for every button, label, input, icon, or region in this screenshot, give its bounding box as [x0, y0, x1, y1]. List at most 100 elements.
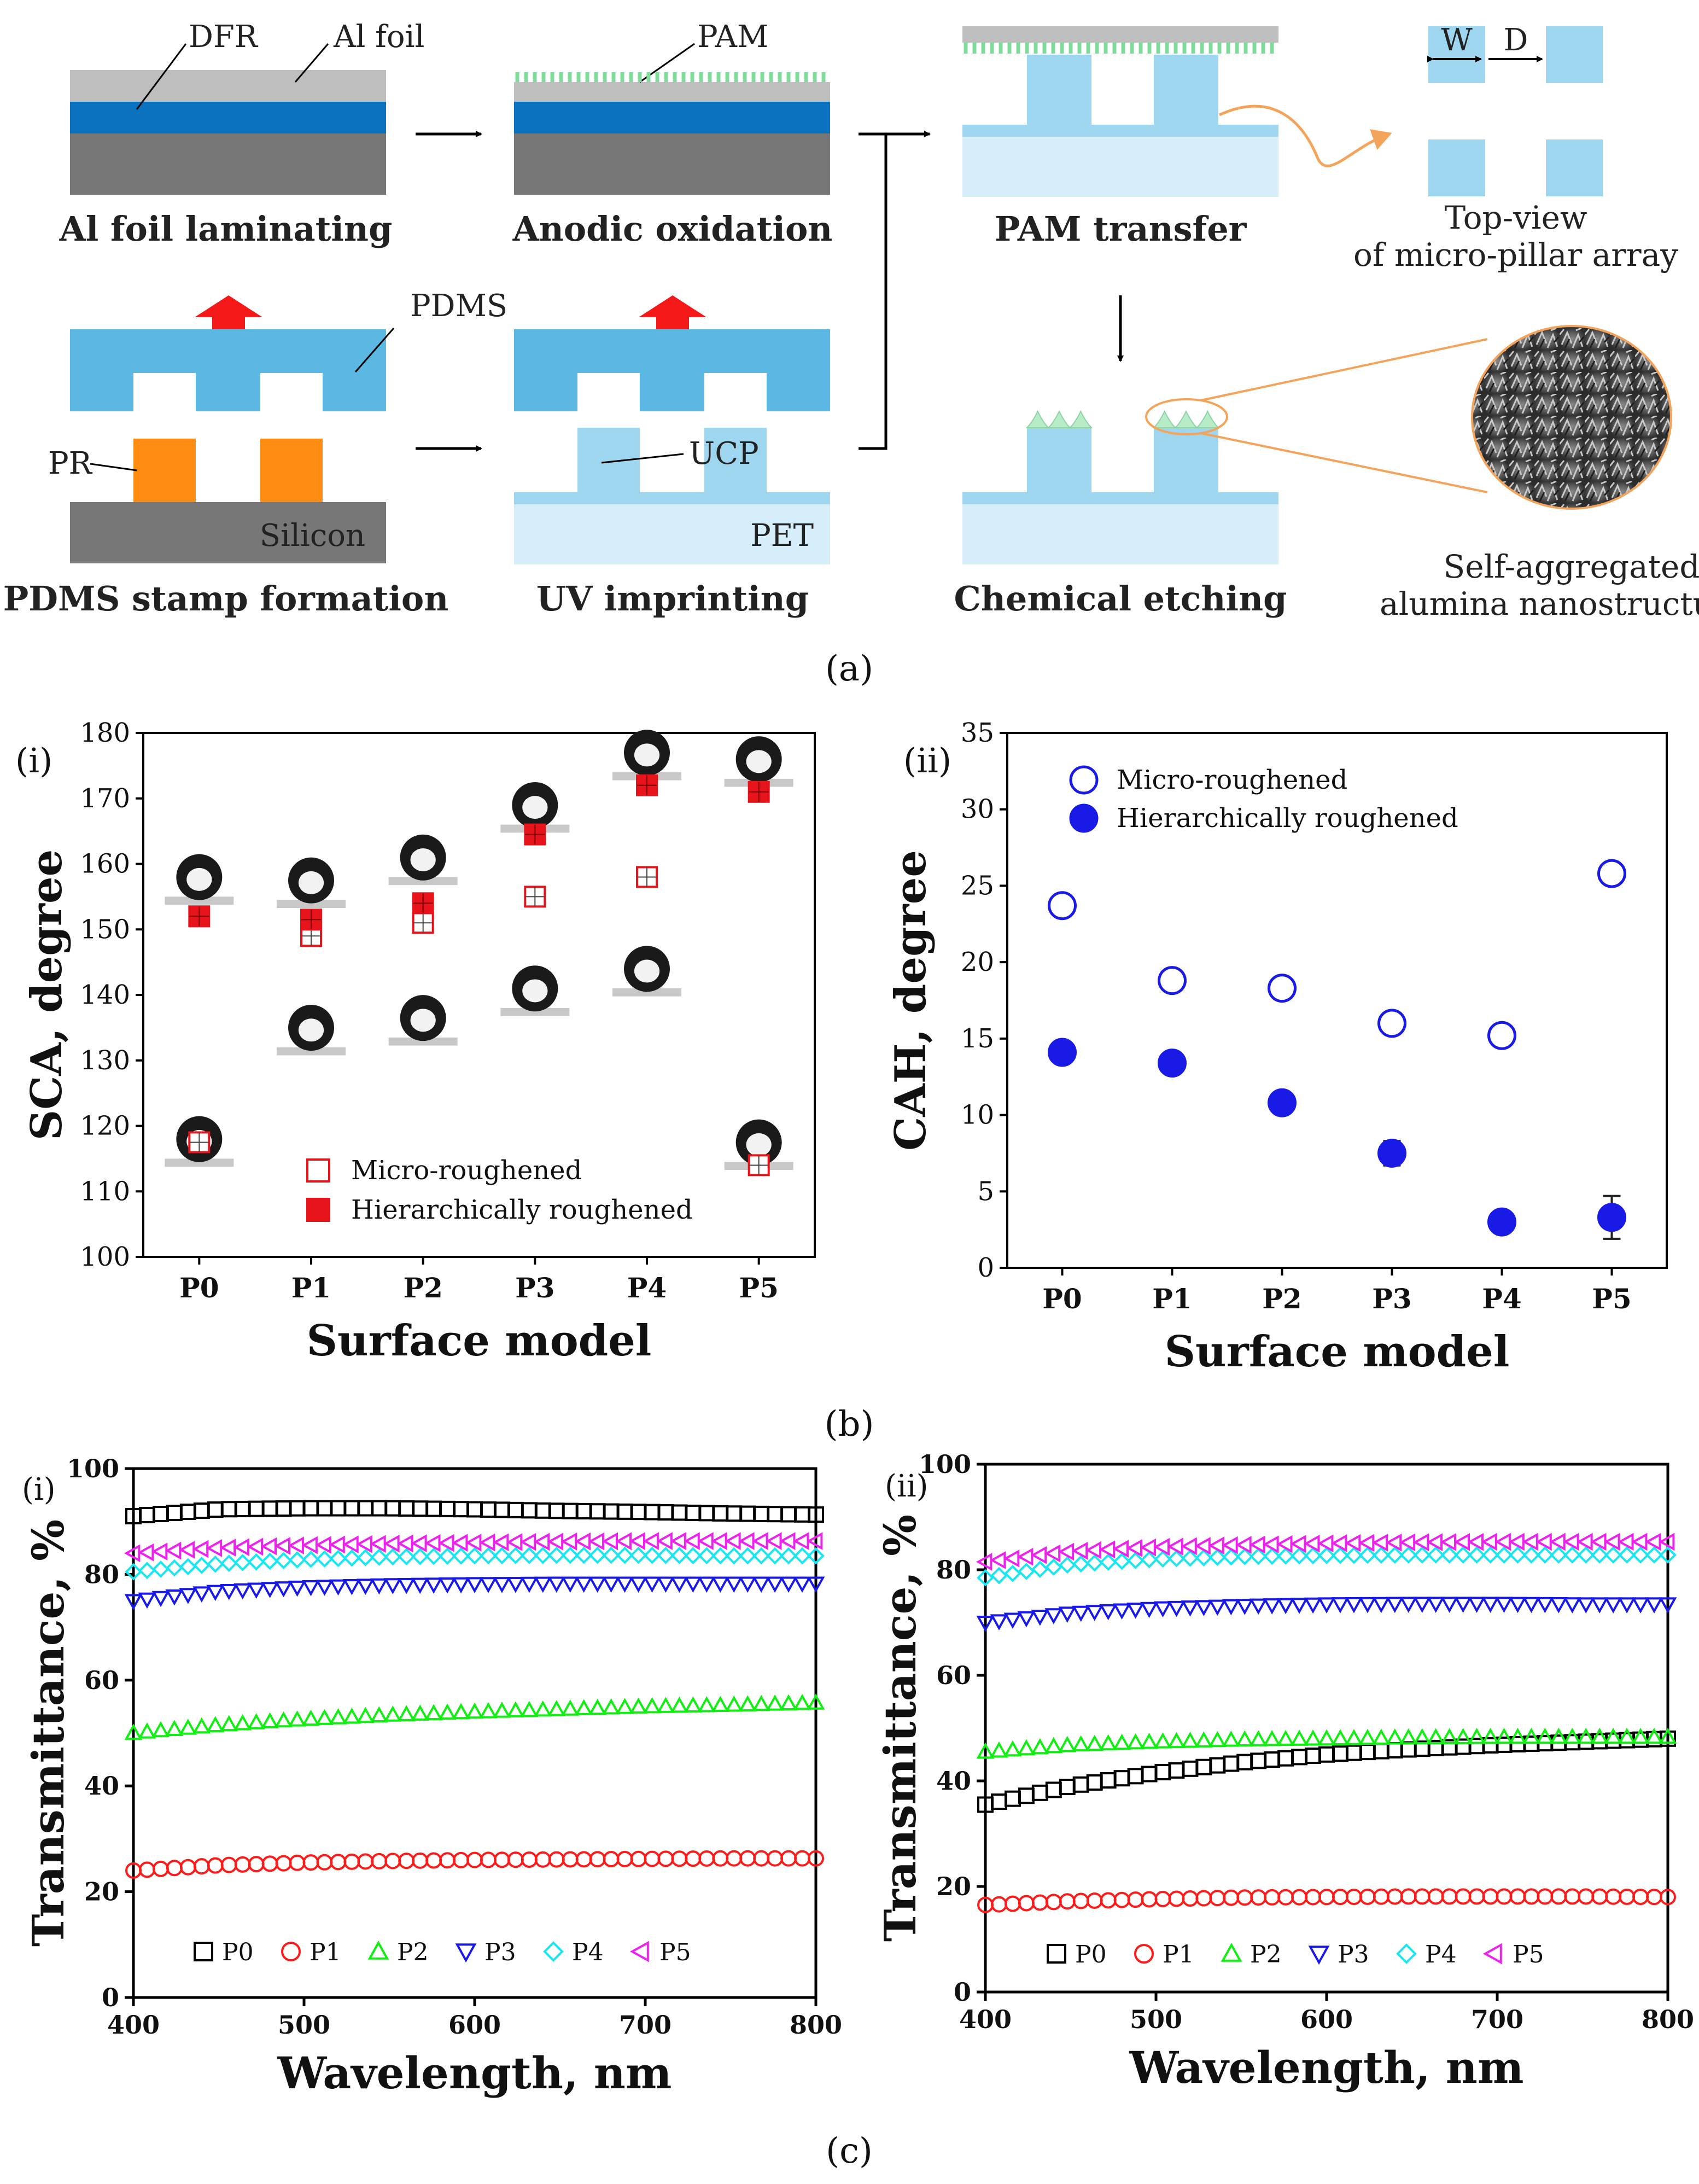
data-point — [289, 1854, 306, 1871]
data-point — [1618, 1727, 1636, 1744]
data-point — [1535, 1597, 1554, 1614]
legend-label: Micro-roughened — [351, 1155, 582, 1186]
data-point — [398, 1500, 415, 1517]
data-point — [1660, 1889, 1676, 1906]
data-point — [1085, 1554, 1104, 1572]
series-P4 — [125, 1546, 825, 1581]
data-point — [989, 1551, 1006, 1569]
data-point — [1263, 1547, 1281, 1565]
data-point — [629, 1697, 647, 1714]
data-point — [574, 1532, 591, 1551]
data-point — [521, 1502, 538, 1519]
data-point — [562, 1502, 579, 1519]
data-point — [1222, 1731, 1240, 1747]
data-point — [439, 1852, 456, 1869]
data-point — [178, 1541, 195, 1559]
droplet-highlight — [522, 979, 548, 1003]
data-point — [697, 1576, 716, 1593]
data-point — [125, 1563, 142, 1581]
data-point — [1140, 1551, 1158, 1569]
data-point — [738, 1695, 757, 1711]
data-point — [808, 1506, 824, 1523]
data-point — [712, 1850, 729, 1867]
droplet-substrate — [277, 1047, 346, 1056]
data-point — [1386, 1742, 1403, 1759]
data-point — [1659, 1597, 1677, 1614]
data-point — [316, 1709, 334, 1725]
data-point — [1209, 1757, 1226, 1774]
data-point — [247, 1537, 264, 1556]
data-point — [1318, 1746, 1335, 1763]
data-point — [1044, 1544, 1061, 1563]
data-point — [1058, 1556, 1076, 1574]
data-point — [752, 1532, 768, 1550]
data-point — [207, 1501, 224, 1518]
data-point — [207, 1857, 224, 1874]
legend-label: Hierarchically roughened — [351, 1195, 693, 1225]
legend-label: P5 — [659, 1938, 691, 1966]
data-point — [438, 1577, 457, 1594]
droplet-substrate — [165, 896, 234, 905]
data-point — [1549, 1727, 1568, 1744]
data-point — [1140, 1732, 1158, 1749]
data-point — [753, 1850, 770, 1867]
label-w: W — [1441, 22, 1473, 58]
plot-frame — [984, 1463, 1669, 1994]
data-point — [479, 1577, 498, 1593]
data-point — [1386, 1546, 1404, 1564]
data-point — [616, 1546, 634, 1564]
data-point — [1440, 1546, 1458, 1564]
data-point — [329, 1550, 347, 1568]
data-point — [356, 1535, 372, 1553]
y-tick-label: 25 — [961, 870, 994, 901]
data-point — [1372, 1597, 1391, 1614]
data-point — [1563, 1597, 1581, 1614]
series-P0 — [125, 1500, 824, 1525]
data-point — [1618, 1597, 1636, 1614]
data-point — [547, 1533, 564, 1551]
data-point — [356, 1707, 375, 1723]
data-point — [329, 1579, 347, 1596]
data-point — [1495, 1727, 1513, 1744]
data-point — [1304, 1729, 1322, 1746]
data-point — [316, 1500, 333, 1517]
data-point — [220, 1715, 238, 1732]
data-point — [806, 1532, 823, 1550]
data-point — [602, 1698, 620, 1715]
label-al-foil: Al foil — [333, 19, 424, 55]
data-point — [493, 1577, 511, 1593]
panel-label: (ii) — [885, 1469, 929, 1504]
data-point — [1644, 1533, 1661, 1551]
data-point — [1058, 1542, 1075, 1561]
data-point — [206, 1555, 224, 1573]
y-tick-label: 35 — [961, 718, 994, 748]
data-point — [1400, 1888, 1417, 1905]
data-point — [780, 1506, 797, 1523]
data-point — [1645, 1727, 1663, 1744]
data-point — [219, 1539, 236, 1557]
data-point — [990, 1614, 1008, 1630]
data-point — [575, 1502, 592, 1519]
data-point — [234, 1856, 251, 1873]
anodic-oxidation-diagram: PAM Anodic oxidation — [512, 19, 833, 249]
data-point — [1158, 966, 1187, 995]
data-point — [1509, 1888, 1526, 1905]
data-point — [1495, 1546, 1513, 1564]
pam-nanostructure-b — [964, 43, 1274, 54]
y-tick-label: 150 — [80, 914, 130, 945]
data-point — [1290, 1729, 1309, 1746]
data-point — [1604, 1727, 1622, 1744]
data-point — [493, 1501, 510, 1518]
data-point — [1208, 1548, 1227, 1566]
data-point — [1597, 859, 1626, 888]
data-point — [990, 1793, 1007, 1810]
data-point — [1291, 1889, 1308, 1906]
data-point — [1413, 1597, 1432, 1613]
data-point — [261, 1552, 279, 1570]
data-point — [193, 1502, 210, 1519]
data-point — [1194, 1731, 1213, 1748]
x-tick-label: 600 — [448, 2010, 501, 2040]
y-axis-label: CAH, degree — [886, 850, 936, 1151]
data-point — [711, 1696, 729, 1712]
legend-marker — [543, 1941, 564, 1962]
